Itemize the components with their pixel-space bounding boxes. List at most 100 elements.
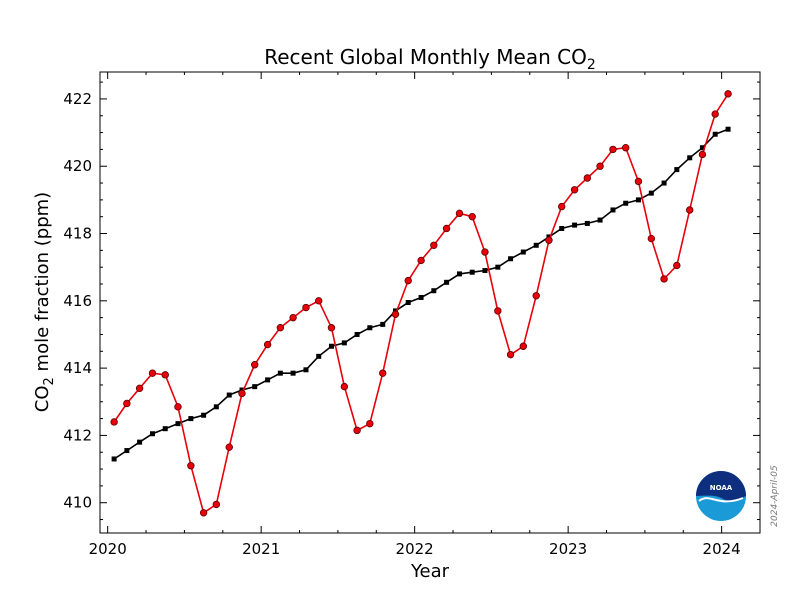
monthly-mean-point [212, 500, 221, 509]
trend-point [431, 288, 437, 294]
trend-point [635, 197, 641, 203]
date-stamp: 2024-April-05 [770, 465, 780, 527]
trend-point [469, 269, 475, 275]
monthly-mean-point [596, 162, 604, 170]
monthly-mean-point [302, 303, 310, 312]
monthly-mean-point [404, 276, 412, 285]
y-tick-label: 420 [63, 157, 92, 175]
monthly-mean-point [545, 236, 553, 244]
monthly-mean-point [276, 324, 285, 332]
x-axis-label: Year [410, 561, 450, 582]
monthly-mean-point [430, 241, 438, 249]
x-tick-label: 2024 [703, 540, 741, 558]
trend-point [316, 353, 322, 359]
monthly-mean-point [238, 389, 246, 398]
trend-point [456, 271, 462, 277]
trend-point [277, 370, 283, 376]
plot-frame [99, 71, 761, 534]
monthly-mean-point [340, 382, 349, 391]
trend-point [687, 155, 693, 161]
monthly-mean-point [187, 462, 195, 470]
monthly-mean-point [724, 90, 732, 98]
monthly-mean-point [199, 509, 208, 517]
trend-point [137, 439, 143, 445]
noaa-logo-text: NOAA [710, 484, 733, 492]
trend-point [252, 384, 258, 390]
monthly-mean-point [609, 145, 617, 154]
monthly-mean-point [148, 369, 157, 377]
monthly-mean-point [225, 443, 233, 451]
plot-area: 2020 2021 2022 2023 2024 410 412 414 416 418 420 42… [63, 72, 760, 558]
monthly-mean-point [379, 369, 387, 377]
monthly-mean-point [519, 342, 528, 350]
monthly-mean-point [417, 256, 425, 265]
x-tick-label: 2022 [396, 540, 434, 558]
trend-point [380, 321, 386, 327]
trend-point [188, 416, 194, 422]
trend-point [341, 340, 347, 346]
monthly-mean-point [327, 324, 336, 332]
trend-point [559, 225, 565, 231]
chart-title: Recent Global Monthly Mean CO2 [264, 45, 596, 73]
trend-point [149, 431, 155, 437]
trend-point [405, 300, 411, 305]
monthly-mean-point [455, 209, 464, 218]
monthly-mean-point [686, 206, 694, 214]
trend-point [482, 268, 488, 274]
trend-point [290, 370, 296, 376]
monthly-mean-point [660, 275, 668, 283]
trend-point [444, 279, 450, 285]
monthly-mean-point [634, 177, 643, 186]
monthly-mean-point [110, 418, 118, 426]
trend-point [674, 167, 680, 173]
trend-point [572, 222, 578, 228]
monthly-mean-point [532, 292, 540, 300]
monthly-mean-point [251, 361, 259, 369]
monthly-mean-point [583, 174, 592, 182]
trend-point [597, 217, 603, 223]
trend-point [201, 412, 207, 418]
monthly-mean-point [673, 261, 681, 270]
y-axis-label: CO2 mole fraction (ppm) [32, 192, 57, 412]
monthly-mean-point [621, 144, 630, 152]
monthly-mean-point [442, 224, 451, 233]
trend-point [712, 131, 718, 137]
monthly-mean-point [698, 150, 707, 159]
trend-point [648, 190, 654, 196]
monthly-mean-point [161, 371, 169, 379]
monthly-mean-point [506, 350, 515, 359]
trend-point [610, 207, 616, 213]
monthly-mean-point [353, 426, 361, 435]
monthly-mean-point [557, 202, 566, 211]
trend-point [533, 242, 539, 248]
monthly-mean-point [711, 110, 719, 118]
x-tick-label: 2020 [89, 540, 127, 558]
y-tick-label: 418 [63, 225, 92, 243]
trend-point [354, 331, 360, 337]
trend-point [495, 264, 501, 270]
y-tick-label: 412 [63, 426, 92, 444]
monthly-mean-point [468, 212, 476, 221]
trend-point [418, 294, 424, 300]
trend-point [111, 456, 117, 462]
monthly-mean-point [570, 186, 579, 194]
x-tick-label: 2023 [549, 540, 587, 558]
monthly-mean-point [366, 419, 374, 428]
monthly-mean-point [123, 399, 131, 408]
y-tick-label: 422 [63, 90, 92, 108]
monthly-mean-point [174, 403, 182, 411]
noaa-logo-upper [696, 471, 746, 502]
noaa-logo-wave [698, 497, 744, 503]
y-tick-label: 414 [63, 359, 92, 377]
trend-point [623, 200, 629, 206]
trend-point [124, 448, 130, 454]
trend-point [265, 377, 271, 383]
monthly-mean-point [263, 340, 272, 349]
monthly-mean-point [481, 248, 489, 256]
x-tick-label: 2021 [242, 540, 280, 558]
y-tick-label: 410 [63, 494, 92, 512]
monthly-mean-point [315, 297, 323, 305]
trend-point [367, 325, 373, 331]
